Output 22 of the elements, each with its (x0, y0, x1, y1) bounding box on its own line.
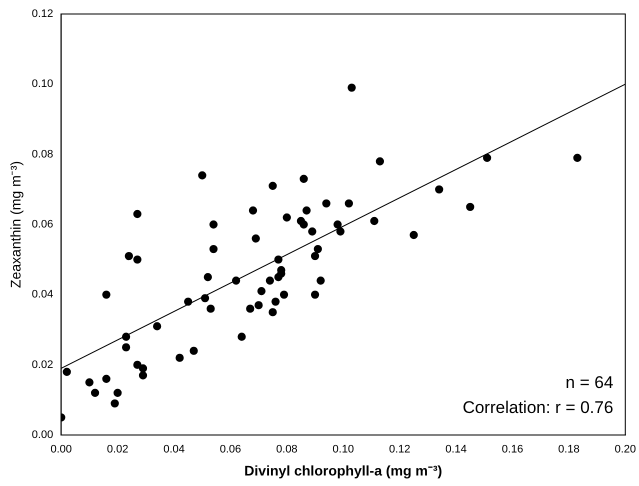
x-tick-label: 0.02 (106, 444, 128, 456)
y-tick-label: 0.12 (32, 8, 54, 20)
y-tick-label: 0.04 (32, 288, 54, 301)
x-tick-label: 0.20 (614, 444, 636, 456)
x-tick-label: 0.00 (50, 444, 72, 456)
y-tick-label: 0.10 (32, 78, 54, 90)
x-tick-label: 0.18 (558, 444, 580, 456)
y-tick-label: 0.06 (32, 218, 54, 231)
y-tick-label: 0.08 (32, 148, 54, 160)
x-tick-label: 0.04 (163, 444, 185, 456)
y-axis-title: Zeaxanthin (mg m⁻³) (7, 160, 24, 288)
x-tick-label: 0.10 (332, 444, 354, 456)
y-tick-label: 0.00 (32, 429, 54, 442)
x-tick-label: 0.08 (276, 444, 298, 456)
y-tick-label: 0.02 (32, 358, 54, 371)
x-tick-label: 0.14 (445, 444, 467, 456)
annotation: Correlation: r = 0.76 (462, 398, 614, 417)
x-axis-title: Divinyl chlorophyll-a (mg m⁻³) (244, 462, 442, 478)
x-tick-label: 0.16 (502, 444, 524, 456)
annotation: n = 64 (566, 373, 614, 392)
x-tick-label: 0.06 (220, 444, 242, 456)
x-tick-label: 0.12 (388, 444, 410, 456)
